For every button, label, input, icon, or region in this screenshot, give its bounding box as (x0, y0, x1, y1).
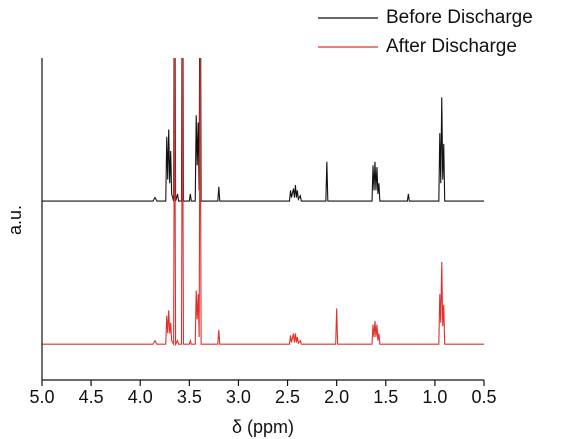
x-tick-label: 4.0 (128, 387, 153, 407)
x-tick-label: 1.0 (422, 387, 447, 407)
axes (41, 58, 484, 381)
legend-label: After Discharge (386, 36, 517, 57)
x-axis-label: δ (ppm) (232, 417, 294, 437)
x-tick-label: 5.0 (29, 387, 54, 407)
y-axis-label: a.u. (5, 205, 25, 235)
legend-label: Before Discharge (386, 7, 533, 28)
x-tick-label: 3.0 (226, 387, 251, 407)
x-tick-label: 2.5 (275, 387, 300, 407)
x-tick-label: 2.0 (324, 387, 349, 407)
x-tick-label: 1.5 (373, 387, 398, 407)
x-tick-label: 3.5 (177, 387, 202, 407)
x-tick-label: 4.5 (79, 387, 104, 407)
spectrum-line (42, 58, 484, 347)
x-tick-label: 0.5 (471, 387, 496, 407)
plot-area (42, 58, 484, 347)
spectrum-line (42, 58, 484, 202)
